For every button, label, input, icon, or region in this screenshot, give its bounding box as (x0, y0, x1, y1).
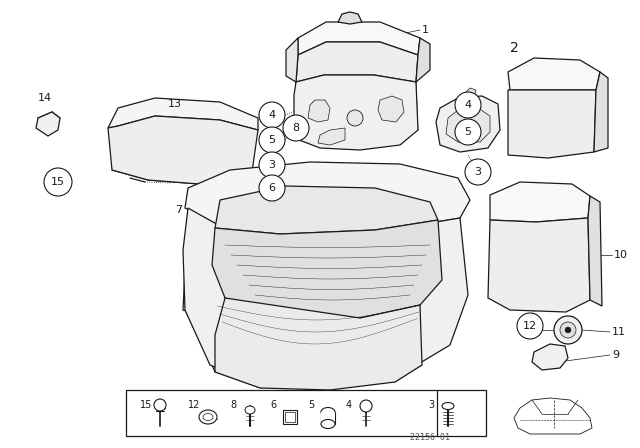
Text: 13: 13 (168, 99, 182, 109)
Circle shape (259, 102, 285, 128)
Ellipse shape (321, 408, 335, 417)
Polygon shape (488, 218, 590, 312)
Circle shape (259, 152, 285, 178)
Ellipse shape (199, 410, 217, 424)
Text: 10: 10 (614, 250, 628, 260)
Circle shape (154, 399, 166, 411)
Polygon shape (508, 58, 600, 90)
Circle shape (347, 110, 363, 126)
Polygon shape (532, 344, 568, 370)
Circle shape (554, 316, 582, 344)
Text: 4: 4 (268, 110, 276, 120)
Circle shape (259, 127, 285, 153)
Polygon shape (594, 72, 608, 152)
Text: 14: 14 (38, 93, 52, 103)
Text: 9: 9 (612, 350, 619, 360)
Text: 3: 3 (474, 167, 481, 177)
Text: 5: 5 (465, 127, 472, 137)
Polygon shape (286, 38, 298, 82)
Polygon shape (108, 116, 258, 185)
Bar (126, 390, 486, 436)
Polygon shape (588, 196, 602, 306)
Polygon shape (436, 96, 500, 152)
Polygon shape (108, 98, 258, 130)
Polygon shape (183, 208, 468, 388)
Circle shape (455, 119, 481, 145)
Circle shape (565, 327, 571, 333)
Polygon shape (378, 96, 404, 122)
Text: 12: 12 (523, 321, 537, 331)
Polygon shape (446, 108, 490, 142)
Ellipse shape (442, 402, 454, 409)
Circle shape (259, 175, 285, 201)
Circle shape (360, 400, 372, 412)
Polygon shape (338, 12, 362, 24)
Polygon shape (36, 112, 60, 136)
Circle shape (44, 168, 72, 196)
Text: 1: 1 (422, 25, 429, 35)
Bar (321, 412, 335, 424)
Ellipse shape (321, 419, 335, 428)
Circle shape (560, 322, 576, 338)
Text: 6: 6 (269, 183, 275, 193)
Ellipse shape (245, 406, 255, 414)
Polygon shape (296, 42, 418, 82)
Text: 11: 11 (612, 327, 626, 337)
Text: 5: 5 (269, 135, 275, 145)
Text: 7: 7 (175, 205, 182, 215)
Text: 3: 3 (269, 160, 275, 170)
Polygon shape (416, 38, 430, 82)
Polygon shape (462, 88, 476, 98)
Polygon shape (308, 100, 330, 122)
Polygon shape (298, 22, 420, 55)
Circle shape (465, 159, 491, 185)
Circle shape (283, 115, 309, 141)
Text: 4: 4 (465, 100, 472, 110)
Text: 3: 3 (428, 400, 434, 410)
Circle shape (455, 92, 481, 118)
Text: 8: 8 (230, 400, 236, 410)
Polygon shape (294, 75, 418, 150)
Polygon shape (508, 90, 596, 158)
Text: 5: 5 (308, 400, 314, 410)
Text: 15: 15 (140, 400, 152, 410)
Circle shape (517, 313, 543, 339)
Bar (285, 412, 295, 422)
Text: 15: 15 (51, 177, 65, 187)
Text: 8: 8 (292, 123, 300, 133)
Text: 6: 6 (270, 400, 276, 410)
Polygon shape (212, 220, 442, 318)
Text: 2: 2 (510, 41, 519, 55)
Text: 22156 01: 22156 01 (410, 433, 450, 442)
Text: 4: 4 (346, 400, 352, 410)
Text: 12: 12 (188, 400, 200, 410)
Bar (283, 410, 297, 424)
Polygon shape (185, 162, 470, 232)
Polygon shape (318, 128, 345, 145)
Polygon shape (215, 186, 438, 234)
Polygon shape (490, 182, 590, 222)
Polygon shape (215, 298, 422, 390)
